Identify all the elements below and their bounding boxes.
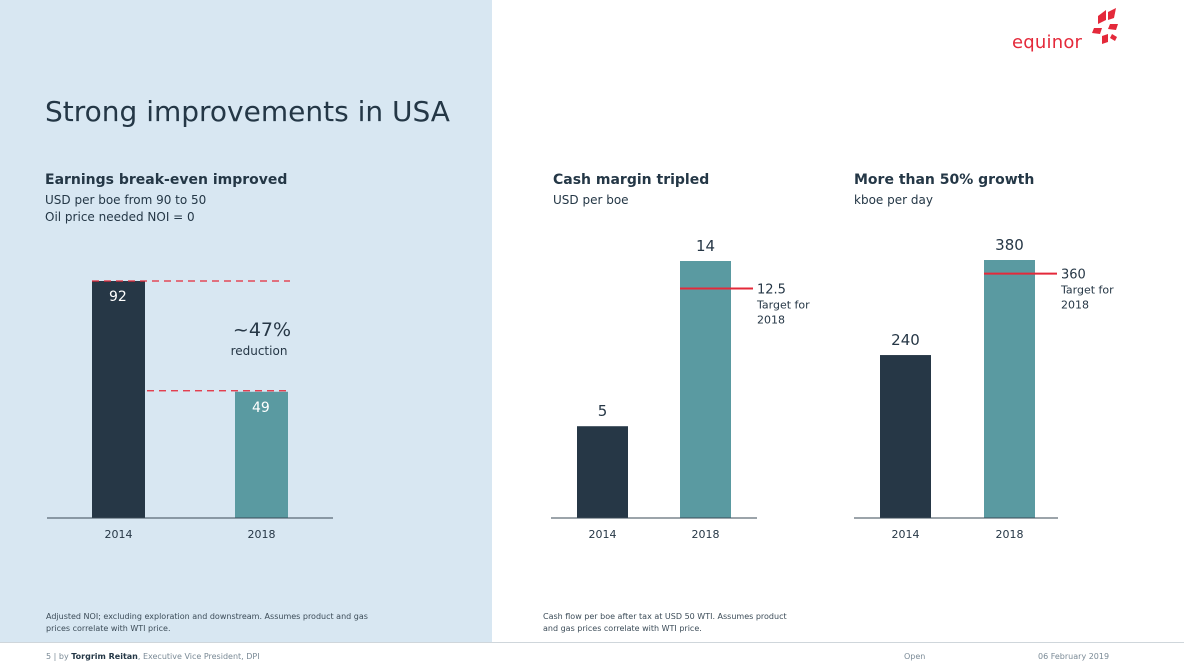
chart1-footnote: Adjusted NOI; excluding exploration and …: [46, 612, 368, 633]
chart3-target-note-1: Target for: [1060, 284, 1114, 297]
chart3-value-label-2018: 380: [995, 236, 1024, 254]
chart1-value-label-2014: 92: [109, 289, 127, 305]
chart1-reduction-value: ~47%: [233, 319, 291, 341]
chart2-category-label-2018: 2018: [692, 528, 720, 541]
chart2-target-note-1: Target for: [756, 299, 810, 312]
equinor-star-icon: [1092, 8, 1118, 44]
chart1-value-label-2018: 49: [252, 400, 270, 416]
chart3-category-label-2014: 2014: [892, 528, 920, 541]
chart2-subtitle: USD per boe: [553, 193, 629, 207]
chart3-target-note-2: 2018: [1061, 299, 1089, 312]
chart3-bar-2014: [880, 355, 931, 518]
chart1-category-label-2018: 2018: [248, 528, 276, 541]
footer-divider: [0, 642, 1184, 643]
chart3-value-label-2014: 240: [891, 331, 920, 349]
chart3-bar-2018: [984, 260, 1035, 518]
chart1-bar-2014: [92, 281, 145, 518]
chart2-bar-2014: [577, 426, 628, 518]
chart2-category-label-2014: 2014: [589, 528, 617, 541]
footer-by: by: [58, 652, 69, 661]
chart2-footnote: Cash flow per boe after tax at USD 50 WT…: [543, 612, 787, 633]
chart1-subtitle-line1: USD per boe from 90 to 50: [45, 193, 207, 207]
logo-text: equinor: [1012, 32, 1083, 53]
chart2-title: Cash margin tripled: [553, 172, 710, 188]
chart1-bar-2018: [235, 391, 288, 518]
footer-classification: Open: [904, 652, 926, 661]
chart3-title: More than 50% growth: [854, 172, 1035, 188]
chart1-title: Earnings break-even improved: [45, 172, 288, 188]
left-panel-background: [0, 0, 492, 642]
chart2-bar-2018: [680, 261, 731, 518]
chart1-category-label-2014: 2014: [105, 528, 133, 541]
chart3-target-value: 360: [1061, 268, 1086, 283]
chart2-value-label-2014: 5: [598, 402, 608, 420]
equinor-logo: equinor: [1008, 6, 1128, 53]
footer-date: 06 February 2019: [1038, 652, 1110, 661]
footer-presenter-name: Torgrim Reitan: [71, 652, 138, 661]
chart3-subtitle: kboe per day: [854, 193, 933, 207]
chart2-target-note-2: 2018: [757, 314, 785, 327]
page-title: Strong improvements in USA: [45, 95, 450, 128]
footer-separator: |: [53, 652, 57, 661]
chart1-reduction-label: reduction: [231, 344, 288, 358]
footer-presenter: 5 | by Torgrim Reitan, Executive Vice Pr…: [46, 652, 260, 661]
footer-page-number: 5: [46, 652, 52, 661]
chart3-category-label-2018: 2018: [996, 528, 1024, 541]
chart2-value-label-2018: 14: [696, 237, 715, 255]
chart2-target-value: 12.5: [757, 283, 786, 298]
footer-presenter-role: , Executive Vice President, DPI: [137, 652, 260, 661]
chart1-subtitle-line2: Oil price needed NOI = 0: [45, 210, 195, 224]
